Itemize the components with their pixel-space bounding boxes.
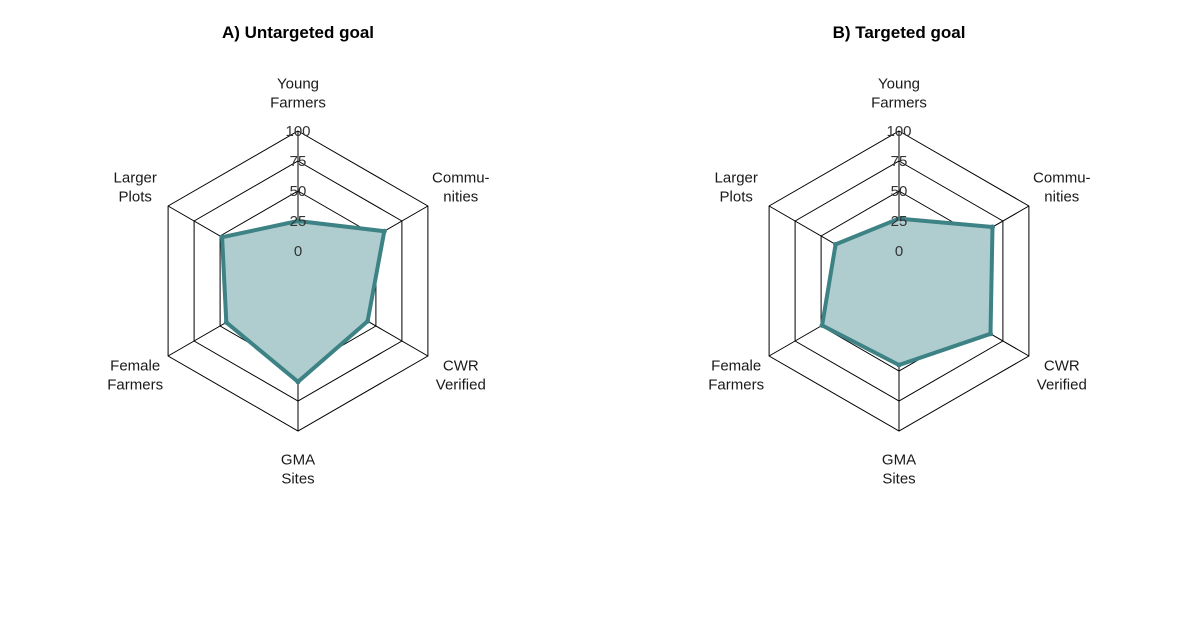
- panel-untargeted: A) Untargeted goal 0 25 50 75 100 Young Farmer…: [107, 23, 489, 488]
- axis-label: Larger Plots: [715, 170, 758, 206]
- axis-label: GMA Sites: [882, 452, 916, 488]
- tick-label: 25: [290, 213, 307, 230]
- series-area: [820, 216, 995, 367]
- panel-targeted: B) Targeted goal 0 25 50 75 100 Young Farmers C…: [708, 23, 1090, 488]
- axis-label: Larger Plots: [114, 170, 157, 206]
- tick-label: 75: [290, 153, 307, 170]
- data-point: [988, 331, 993, 337]
- chart-title: A) Untargeted goal: [222, 23, 374, 42]
- data-point: [990, 224, 995, 230]
- data-point: [365, 318, 371, 324]
- data-point: [833, 241, 839, 247]
- tick-label: 100: [886, 123, 911, 140]
- data-point: [219, 234, 225, 240]
- axis-label: GMA Sites: [281, 452, 315, 488]
- tick-label: 50: [891, 183, 908, 200]
- data-point: [819, 322, 825, 328]
- axis-label: CWR Verified: [1037, 358, 1087, 394]
- axis-label: Female Farmers: [708, 358, 764, 394]
- series-area: [220, 219, 387, 384]
- data-point: [896, 362, 902, 368]
- axis-label: Commu-nities: [432, 170, 490, 206]
- tick-label: 0: [294, 243, 302, 260]
- axis-label: Young Farmers: [270, 76, 326, 112]
- data-point: [295, 379, 301, 385]
- data-point: [381, 228, 387, 234]
- data-point: [295, 218, 301, 224]
- axis-label: Female Farmers: [107, 358, 163, 394]
- tick-label: 100: [285, 123, 310, 140]
- axis-label: CWR Verified: [436, 358, 486, 394]
- tick-label: 75: [891, 153, 908, 170]
- data-point: [896, 216, 902, 222]
- tick-label: 50: [290, 183, 307, 200]
- chart-title: B) Targeted goal: [833, 23, 966, 42]
- axis-label: Commu-nities: [1033, 170, 1091, 206]
- tick-label: 0: [895, 243, 903, 260]
- axis-label: Young Farmers: [871, 76, 927, 112]
- tick-label: 25: [891, 213, 908, 230]
- data-point: [223, 319, 229, 325]
